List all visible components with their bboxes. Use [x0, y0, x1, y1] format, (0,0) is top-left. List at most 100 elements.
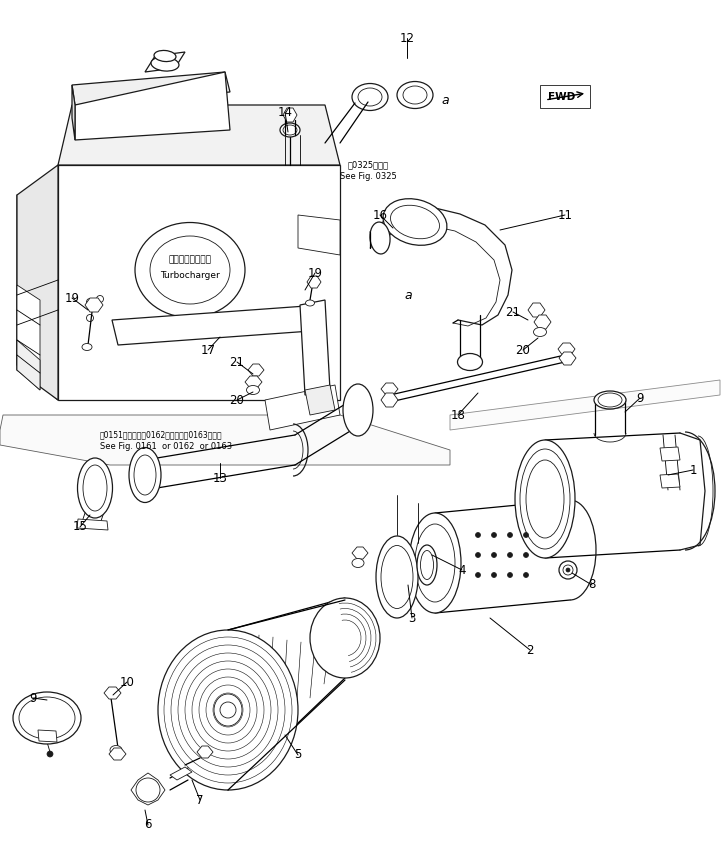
Text: 13: 13: [213, 472, 227, 484]
Ellipse shape: [520, 449, 570, 549]
Polygon shape: [450, 380, 720, 430]
Text: 1: 1: [689, 463, 696, 477]
Ellipse shape: [397, 82, 433, 109]
Ellipse shape: [515, 440, 575, 558]
Ellipse shape: [150, 236, 230, 304]
Text: 6: 6: [144, 818, 151, 832]
Polygon shape: [0, 415, 450, 465]
Ellipse shape: [594, 391, 626, 409]
Polygon shape: [528, 303, 545, 317]
Ellipse shape: [129, 447, 161, 503]
Ellipse shape: [391, 205, 440, 239]
Polygon shape: [534, 315, 551, 329]
Text: ターボチャージャ: ターボチャージャ: [169, 255, 211, 264]
Ellipse shape: [164, 637, 292, 783]
Text: 5: 5: [294, 749, 301, 761]
Polygon shape: [540, 85, 590, 108]
Text: 15: 15: [73, 520, 87, 534]
Ellipse shape: [83, 465, 107, 511]
Circle shape: [492, 552, 497, 557]
Ellipse shape: [383, 199, 447, 245]
Text: 21: 21: [229, 355, 244, 369]
Ellipse shape: [534, 328, 547, 337]
Polygon shape: [300, 300, 330, 395]
Polygon shape: [72, 85, 75, 140]
Ellipse shape: [151, 57, 179, 71]
Text: 8: 8: [588, 578, 596, 591]
Text: See Fig. 0161  or 0162  or 0163: See Fig. 0161 or 0162 or 0163: [100, 441, 232, 450]
Polygon shape: [559, 352, 576, 365]
Ellipse shape: [381, 546, 413, 609]
Polygon shape: [112, 305, 325, 345]
Polygon shape: [109, 748, 126, 760]
Polygon shape: [72, 72, 230, 105]
Polygon shape: [38, 730, 57, 742]
Ellipse shape: [82, 344, 92, 350]
Circle shape: [492, 573, 497, 578]
Ellipse shape: [420, 551, 433, 579]
Ellipse shape: [135, 222, 245, 317]
Text: 17: 17: [200, 344, 216, 356]
Circle shape: [476, 573, 480, 578]
Circle shape: [476, 552, 480, 557]
Ellipse shape: [213, 693, 243, 727]
Text: 21: 21: [505, 306, 521, 318]
Circle shape: [523, 532, 528, 537]
Text: FWD: FWD: [549, 92, 575, 102]
Ellipse shape: [206, 685, 250, 735]
Ellipse shape: [415, 524, 455, 602]
Ellipse shape: [134, 455, 156, 495]
Text: 4: 4: [459, 563, 466, 577]
Circle shape: [47, 751, 53, 757]
Circle shape: [476, 532, 480, 537]
Polygon shape: [17, 165, 58, 400]
Polygon shape: [660, 447, 680, 461]
Text: 10: 10: [120, 675, 134, 689]
Text: a: a: [404, 289, 412, 301]
Ellipse shape: [158, 630, 298, 790]
Ellipse shape: [403, 86, 427, 104]
Polygon shape: [305, 385, 335, 415]
Polygon shape: [352, 547, 368, 559]
Text: 20: 20: [229, 393, 244, 407]
Ellipse shape: [370, 222, 390, 254]
Ellipse shape: [110, 745, 122, 754]
Polygon shape: [381, 393, 398, 407]
Ellipse shape: [306, 300, 314, 306]
Ellipse shape: [247, 386, 260, 395]
Text: Turbocharger: Turbocharger: [160, 270, 220, 280]
Ellipse shape: [458, 354, 482, 370]
Polygon shape: [660, 474, 680, 488]
Circle shape: [87, 299, 94, 306]
Polygon shape: [17, 190, 58, 400]
Text: 19: 19: [307, 267, 322, 280]
Polygon shape: [381, 383, 398, 395]
Ellipse shape: [214, 694, 242, 726]
Ellipse shape: [352, 83, 388, 110]
Circle shape: [508, 573, 513, 578]
Circle shape: [523, 552, 528, 557]
Ellipse shape: [199, 677, 257, 743]
Ellipse shape: [154, 51, 176, 61]
Text: 20: 20: [516, 344, 531, 356]
Polygon shape: [85, 298, 103, 312]
Polygon shape: [307, 276, 321, 288]
Polygon shape: [197, 746, 213, 758]
Text: 7: 7: [196, 793, 204, 807]
Ellipse shape: [280, 123, 300, 137]
Ellipse shape: [409, 513, 461, 613]
Circle shape: [136, 778, 160, 802]
Polygon shape: [17, 340, 40, 390]
Ellipse shape: [376, 536, 418, 618]
Circle shape: [97, 296, 104, 302]
Polygon shape: [248, 364, 264, 376]
Ellipse shape: [358, 88, 382, 106]
Polygon shape: [77, 519, 108, 530]
Circle shape: [563, 565, 573, 575]
Polygon shape: [75, 72, 230, 140]
Ellipse shape: [417, 545, 437, 585]
Ellipse shape: [343, 384, 373, 436]
Text: 第0325図参照: 第0325図参照: [348, 161, 389, 169]
Polygon shape: [58, 165, 340, 400]
Text: a: a: [441, 93, 448, 106]
